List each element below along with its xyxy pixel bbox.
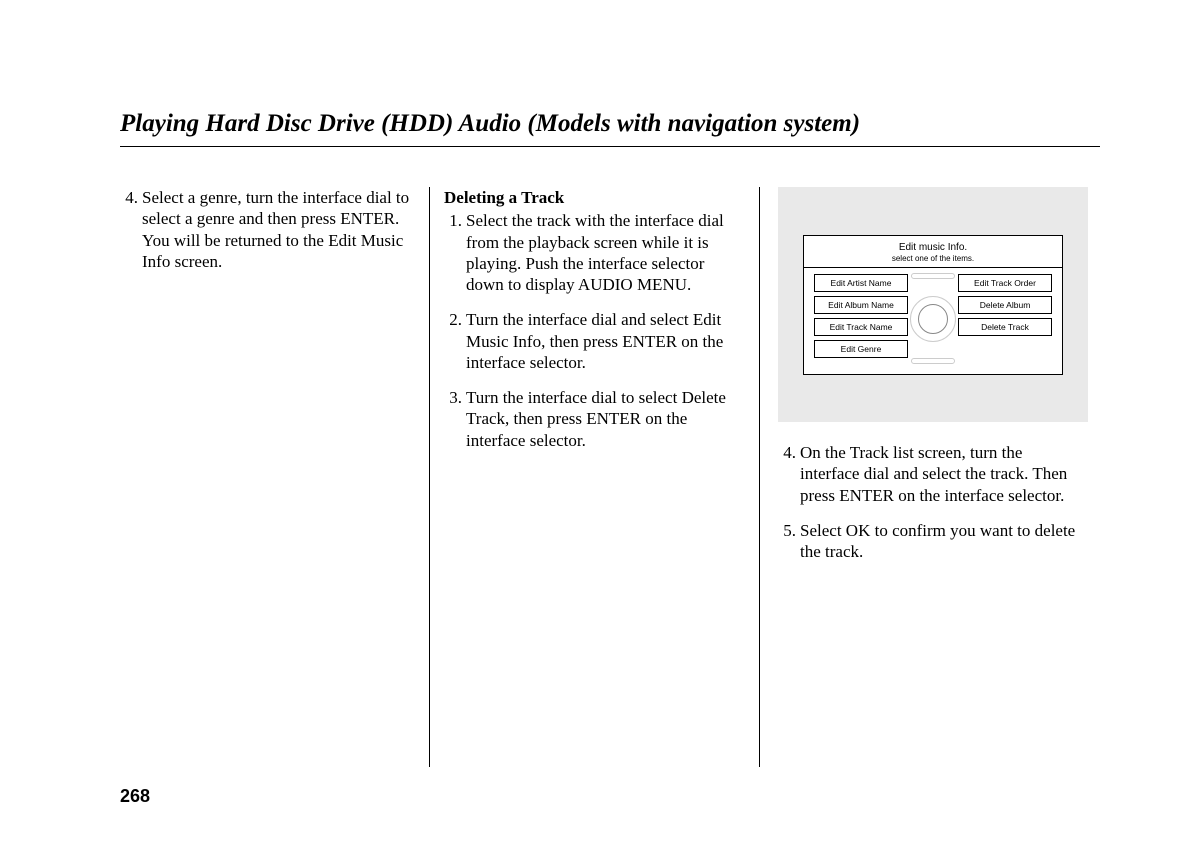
list-num: 1.	[444, 210, 462, 295]
section-heading: Deleting a Track	[444, 187, 745, 208]
list-text: Turn the interface dial to select Delete…	[466, 387, 745, 451]
list-text: Select the track with the interface dial…	[466, 210, 745, 295]
list-item: 5. Select OK to confirm you want to dele…	[778, 520, 1080, 563]
page-title: Playing Hard Disc Drive (HDD) Audio (Mod…	[120, 110, 1100, 147]
list-num: 2.	[444, 309, 462, 373]
column-1: 4. Select a genre, turn the interface di…	[120, 187, 430, 767]
column-3: Edit music Info. select one of the items…	[760, 187, 1100, 767]
menu-edit-album-name: Edit Album Name	[814, 296, 908, 314]
list-item: 2. Turn the interface dial and select Ed…	[444, 309, 745, 373]
screen-subtitle: select one of the items.	[804, 254, 1062, 268]
list-text: On the Track list screen, turn the inter…	[800, 442, 1080, 506]
list-item: 4. Select a genre, turn the interface di…	[120, 187, 415, 272]
dial-icon	[918, 304, 948, 334]
screen-illustration: Edit music Info. select one of the items…	[778, 187, 1088, 422]
menu-edit-artist-name: Edit Artist Name	[814, 274, 908, 292]
manual-page: Playing Hard Disc Drive (HDD) Audio (Mod…	[0, 0, 1200, 859]
list-num: 4.	[120, 187, 138, 272]
list-item: 4. On the Track list screen, turn the in…	[778, 442, 1080, 506]
screen-menu-grid: Edit Artist Name Edit Album Name Edit Tr…	[804, 268, 1062, 373]
column-2: Deleting a Track 1. Select the track wit…	[430, 187, 760, 767]
dial-top-bar	[911, 273, 955, 279]
columns-layout: 4. Select a genre, turn the interface di…	[120, 187, 1100, 767]
page-number: 268	[120, 786, 150, 807]
list-num: 5.	[778, 520, 796, 563]
list-text: Select a genre, turn the interface dial …	[142, 187, 415, 272]
list-num: 4.	[778, 442, 796, 506]
list-text: Turn the interface dial and select Edit …	[466, 309, 745, 373]
menu-delete-track: Delete Track	[958, 318, 1052, 336]
menu-edit-genre: Edit Genre	[814, 340, 908, 358]
dial-bottom-bar	[911, 358, 955, 364]
list-item: 3. Turn the interface dial to select Del…	[444, 387, 745, 451]
menu-edit-track-order: Edit Track Order	[958, 274, 1052, 292]
list-text: Select OK to confirm you want to delete …	[800, 520, 1080, 563]
screen-frame: Edit music Info. select one of the items…	[803, 235, 1063, 375]
menu-edit-track-name: Edit Track Name	[814, 318, 908, 336]
list-num: 3.	[444, 387, 462, 451]
list-item: 1. Select the track with the interface d…	[444, 210, 745, 295]
menu-delete-album: Delete Album	[958, 296, 1052, 314]
screen-title: Edit music Info.	[804, 236, 1062, 255]
